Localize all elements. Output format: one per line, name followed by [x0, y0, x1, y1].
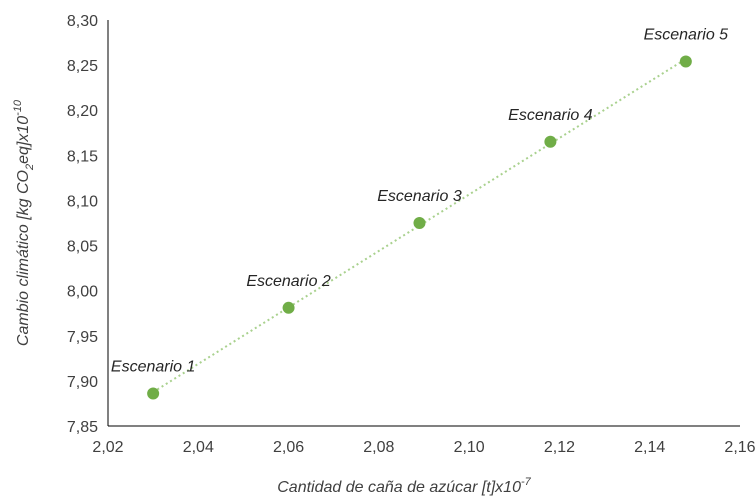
data-label: Escenario 4 [508, 107, 593, 124]
y-axis-title-subscript: 2 [24, 164, 36, 171]
x-tick-label: 2,08 [363, 439, 394, 456]
data-point [680, 56, 692, 68]
x-tick-label: 2,10 [454, 439, 485, 456]
y-tick-label: 8,10 [67, 193, 98, 210]
data-label: Escenario 1 [111, 359, 196, 376]
y-tick-label: 7,90 [67, 374, 98, 391]
data-points [147, 56, 692, 400]
y-axis-title-part1: Cambio climático [kg CO [15, 170, 32, 346]
y-tick-label: 8,05 [67, 239, 98, 256]
y-tick-label: 8,30 [67, 13, 98, 30]
x-tick-label: 2,02 [92, 439, 123, 456]
x-tick-label: 2,14 [634, 439, 665, 456]
y-tick-label: 8,00 [67, 284, 98, 301]
y-tick-label: 7,95 [67, 329, 98, 346]
data-labels: Escenario 1 Escenario 2 Escenario 3 Escenar… [111, 27, 728, 376]
y-tick-labels: 7,85 7,90 7,95 8,00 8,05 8,10 8,15 8,20 8,25 8,30 [67, 13, 98, 436]
x-tick-label: 2,12 [544, 439, 575, 456]
data-point [413, 217, 425, 229]
y-tick-label: 8,20 [67, 103, 98, 120]
x-tick-label: 2,16 [724, 439, 755, 456]
y-tick-label: 8,15 [67, 148, 98, 165]
data-point [544, 136, 556, 148]
data-point [283, 302, 295, 314]
data-point [147, 388, 159, 400]
x-tick-label: 2,06 [273, 439, 304, 456]
y-axis-title-exponent: -10 [12, 99, 24, 116]
data-label: Escenario 2 [246, 273, 331, 290]
x-tick-label: 2,04 [183, 439, 214, 456]
x-axis-title: Cantidad de caña de azúcar [t]x10-7 [277, 476, 531, 496]
y-tick-label: 8,25 [67, 58, 98, 75]
x-axis-title-exponent: -7 [521, 476, 532, 488]
data-label: Escenario 3 [377, 188, 462, 205]
data-label: Escenario 5 [644, 27, 729, 44]
y-axis-title-part2: eq]x10 [15, 116, 32, 164]
x-axis-title-main: Cantidad de caña de azúcar [t]x10 [277, 479, 521, 496]
x-tick-labels: 2,02 2,04 2,06 2,08 2,10 2,12 2,14 2,16 [92, 439, 755, 456]
y-axis-title: Cambio climático [kg CO2eq]x10-10 [12, 99, 36, 346]
y-tick-label: 7,85 [67, 419, 98, 436]
